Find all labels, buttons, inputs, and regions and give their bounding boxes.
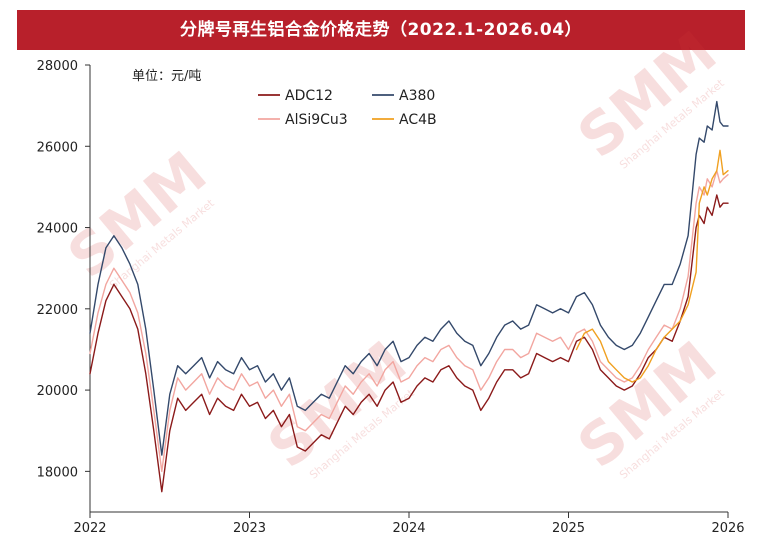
series-line-alsi9cu3 — [89, 170, 729, 473]
y-tick-group: 18000 20000 22000 24000 26000 28000 — [37, 59, 90, 480]
chart-legend: ADC12 A380 AlSi9Cu3 AC4B — [258, 88, 437, 128]
unit-label: 单位：元/吨 — [132, 69, 201, 84]
y-tick-label: 18000 — [37, 465, 78, 480]
x-tick-label: 2022 — [73, 521, 106, 536]
y-tick-label: 28000 — [37, 59, 78, 74]
y-tick-label: 26000 — [37, 140, 78, 155]
x-tick-label: 2025 — [552, 521, 585, 536]
x-tick-label: 2023 — [233, 521, 266, 536]
series-line-ac4b — [575, 149, 729, 383]
series-group — [89, 100, 729, 493]
x-tick-label: 2026 — [711, 521, 744, 536]
legend-label-a380: A380 — [399, 88, 435, 104]
series-line-a380 — [89, 100, 729, 456]
series-line-adc12 — [89, 194, 729, 493]
legend-label-alsi9cu3: AlSi9Cu3 — [285, 112, 348, 128]
legend-label-adc12: ADC12 — [285, 88, 333, 104]
y-tick-label: 22000 — [37, 303, 78, 318]
x-tick-group: 2022 2023 2024 2025 2026 — [73, 512, 745, 536]
x-tick-label: 2024 — [392, 521, 425, 536]
legend-label-ac4b: AC4B — [399, 112, 437, 128]
y-tick-label: 24000 — [37, 222, 78, 237]
chart-title: 分牌号再生铝合金价格走势（2022.1-2026.04） — [17, 10, 745, 50]
y-tick-label: 20000 — [37, 384, 78, 399]
